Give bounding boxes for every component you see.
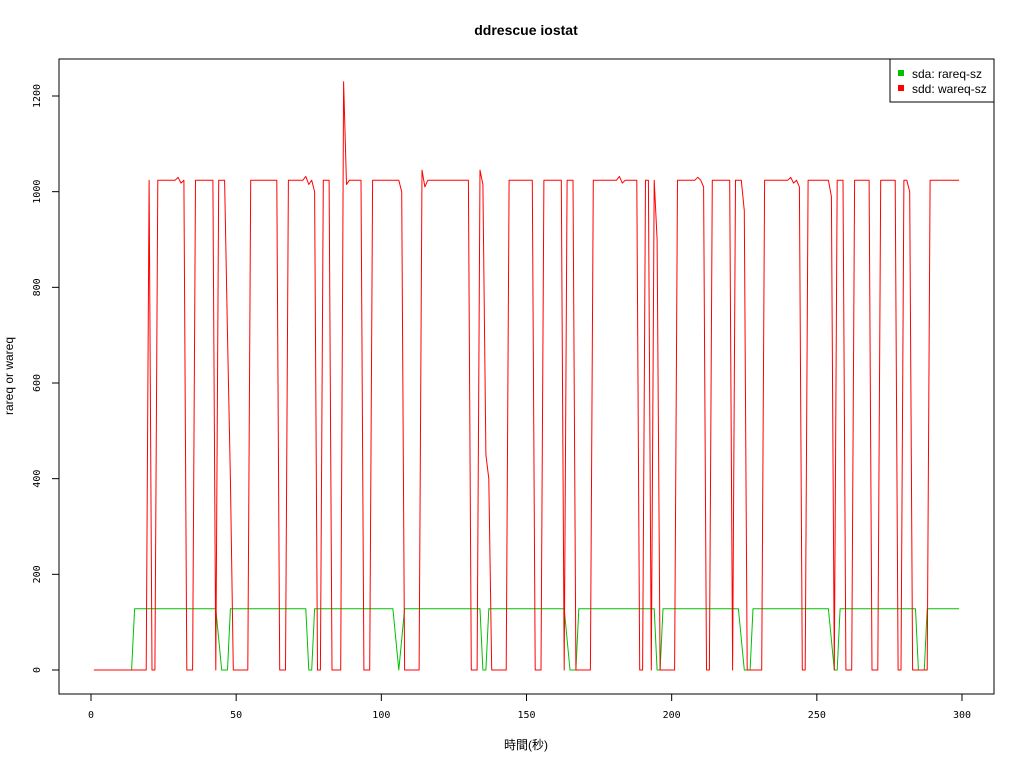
y-tick-label: 200 <box>32 565 43 583</box>
y-tick-label: 400 <box>32 470 43 488</box>
x-axis: 0 50 100 150 200 250 300 <box>88 693 971 721</box>
y-axis-label: rareq or wareq <box>2 337 16 415</box>
series-line-sdd-wareq-sz <box>93 81 960 671</box>
legend-box <box>889 58 995 103</box>
y-tick-label: 800 <box>32 278 43 296</box>
legend-label-sdd: sdd: wareq-sz <box>912 82 987 96</box>
legend-label-sda: sda: rareq-sz <box>912 67 982 81</box>
x-tick-label: 150 <box>517 710 535 721</box>
x-tick-label: 100 <box>372 710 390 721</box>
legend-swatch-sda <box>898 70 904 76</box>
chart-title: ddrescue iostat <box>474 22 578 38</box>
y-tick-label: 1000 <box>32 180 43 204</box>
legend-swatch-sdd <box>898 85 904 91</box>
y-tick-label: 600 <box>32 374 43 392</box>
y-axis: 0 200 400 600 800 1000 1200 <box>32 84 60 673</box>
x-tick-label: 300 <box>953 710 971 721</box>
x-tick-label: 200 <box>663 710 681 721</box>
x-tick-label: 50 <box>230 710 242 721</box>
y-tick-label: 1200 <box>32 84 43 108</box>
x-tick-label: 0 <box>88 710 94 721</box>
series-layer <box>93 81 960 671</box>
x-axis-label: 時間(秒) <box>504 738 548 752</box>
y-tick-label: 0 <box>32 667 43 673</box>
series-line-sda-rareq-sz <box>93 608 960 671</box>
x-tick-label: 250 <box>808 710 826 721</box>
legend: sda: rareq-sz sdd: wareq-sz <box>889 58 995 103</box>
